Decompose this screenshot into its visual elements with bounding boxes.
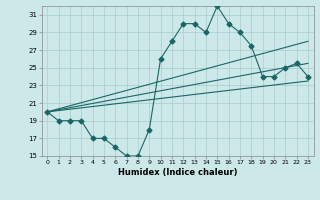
X-axis label: Humidex (Indice chaleur): Humidex (Indice chaleur) [118,168,237,177]
